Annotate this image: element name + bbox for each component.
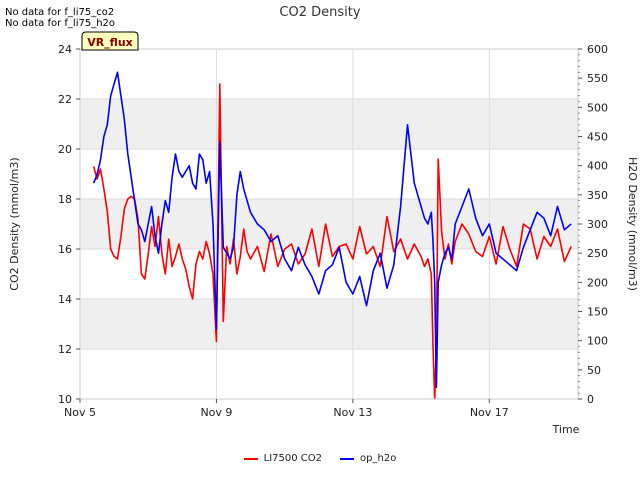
y-tick-label: 18 — [58, 193, 72, 206]
x-tick-label: Nov 9 — [200, 406, 232, 419]
vr-flux-badge — [81, 31, 139, 51]
y-axis-label: CO2 Density (mmol/m3) — [8, 157, 21, 290]
grid-band — [80, 99, 578, 149]
legend-item-co2: LI7500 CO2 — [243, 453, 323, 464]
vr-flux-badge-label: VR_flux — [87, 36, 133, 49]
x-tick-label: Nov 5 — [64, 406, 96, 419]
y2-axis-label: H2O Density (mmol/m3) — [626, 157, 639, 291]
y2-tick-label: 50 — [587, 364, 601, 377]
y-tick-label: 24 — [58, 43, 72, 56]
no-data-note-h2o: No data for f_li75_h2o — [5, 18, 116, 29]
y2-tick-label: 200 — [587, 276, 608, 289]
legend-label-h2o: op_h2o — [360, 453, 397, 464]
legend-swatch-h2o — [340, 457, 355, 460]
grid-band — [80, 299, 578, 349]
y2-tick-label: 350 — [587, 189, 608, 202]
y2-tick-label: 150 — [587, 306, 608, 319]
legend-item-h2o: op_h2o — [340, 453, 396, 464]
y2-tick-label: 600 — [587, 43, 608, 56]
y2-tick-label: 500 — [587, 101, 608, 114]
y2-tick-label: 550 — [587, 72, 608, 85]
y2-tick-label: 450 — [587, 131, 608, 144]
x-axis-label: Time — [552, 423, 580, 436]
y-tick-label: 20 — [58, 143, 72, 156]
series-line-co2 — [92, 83, 572, 400]
y-tick-label: 12 — [58, 343, 72, 356]
legend: LI7500 CO2 op_h2o — [0, 453, 640, 464]
y2-tick-label: 300 — [587, 218, 608, 231]
y-tick-label: 14 — [58, 293, 72, 306]
chart-title: CO2 Density — [279, 5, 360, 20]
y2-tick-label: 250 — [587, 247, 608, 260]
y2-tick-label: 0 — [587, 393, 594, 406]
legend-label-co2: LI7500 CO2 — [263, 453, 323, 464]
y2-tick-label: 400 — [587, 160, 608, 173]
x-tick-label: Nov 13 — [333, 406, 372, 419]
no-data-note-co2: No data for f_li75_co2 — [5, 7, 115, 18]
series-line-h2o — [92, 71, 572, 389]
y-tick-label: 16 — [58, 243, 72, 256]
x-tick-label: Nov 17 — [470, 406, 509, 419]
y-tick-label: 10 — [58, 393, 72, 406]
legend-swatch-co2 — [243, 457, 258, 460]
y-tick-label: 22 — [58, 93, 72, 106]
y2-tick-label: 100 — [587, 335, 608, 348]
